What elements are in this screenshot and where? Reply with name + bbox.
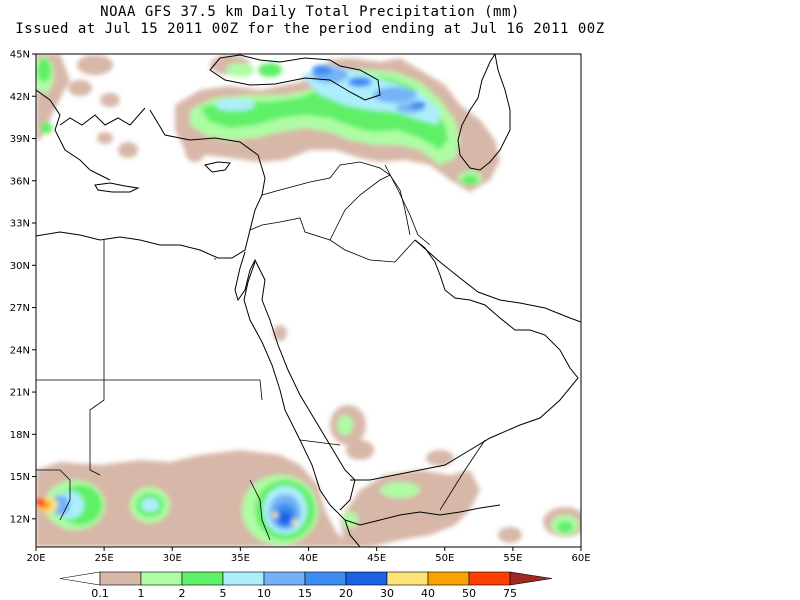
lat-tick-label: 24N xyxy=(10,345,30,356)
legend-label: 15 xyxy=(298,587,312,600)
map-subtitle: Issued at Jul 15 2011 00Z for the period… xyxy=(15,21,605,37)
legend-swatch xyxy=(181,571,224,586)
lon-tick-label: 25E xyxy=(95,553,114,564)
legend-swatch xyxy=(263,571,306,586)
lat-tick-label: 21N xyxy=(10,388,30,399)
lon-tick-label: 60E xyxy=(571,553,590,564)
lon-tick-label: 30E xyxy=(163,553,182,564)
legend-label: 0.1 xyxy=(91,587,109,600)
lon-tick-label: 40E xyxy=(299,553,318,564)
precipitation-legend: 0.1 1 2 5 10 15 20 30 40 50 75 xyxy=(59,571,553,600)
legend-swatch xyxy=(427,571,470,586)
precip-50mm-areas xyxy=(36,498,45,506)
latitude-axis: 45N 42N 39N 36N 33N 30N 27N 24N 21N 18N 15N 12N xyxy=(10,50,36,525)
legend-label: 1 xyxy=(138,587,145,600)
lon-tick-label: 50E xyxy=(435,553,454,564)
legend-swatch xyxy=(222,571,265,586)
legend-label: 10 xyxy=(257,587,271,600)
legend-label: 40 xyxy=(421,587,435,600)
lat-tick-label: 42N xyxy=(10,92,30,103)
legend-label: 20 xyxy=(339,587,353,600)
lon-tick-label: 45E xyxy=(367,553,386,564)
legend-label: 2 xyxy=(179,587,186,600)
precip-20mm-areas xyxy=(279,511,291,525)
legend-swatch xyxy=(304,571,347,586)
lat-tick-label: 45N xyxy=(10,50,30,61)
lat-tick-label: 39N xyxy=(10,134,30,145)
precipitation-field xyxy=(36,54,581,547)
coastlines xyxy=(36,54,581,547)
lat-tick-label: 30N xyxy=(10,261,30,272)
legend-swatch xyxy=(386,571,429,586)
legend-swatch xyxy=(468,571,511,586)
legend-label: 5 xyxy=(220,587,227,600)
legend-swatch xyxy=(345,571,388,586)
map-title: NOAA GFS 37.5 km Daily Total Precipitati… xyxy=(100,4,520,20)
legend-label: 75 xyxy=(503,587,517,600)
legend-swatch xyxy=(99,571,142,586)
lat-tick-label: 27N xyxy=(10,303,30,314)
lon-tick-label: 20E xyxy=(26,553,45,564)
legend-arrow-high xyxy=(509,571,553,586)
lon-tick-label: 35E xyxy=(231,553,250,564)
lon-tick-label: 55E xyxy=(503,553,522,564)
legend-arrow-low xyxy=(59,571,101,586)
longitude-axis: 20E 25E 30E 35E 40E 45E 50E 55E 60E xyxy=(26,547,591,564)
legend-label: 50 xyxy=(462,587,476,600)
lat-tick-label: 12N xyxy=(10,514,30,525)
lat-tick-label: 18N xyxy=(10,430,30,441)
lat-tick-label: 15N xyxy=(10,472,30,483)
legend-swatch xyxy=(140,571,183,586)
legend-label: 30 xyxy=(380,587,394,600)
lat-tick-label: 33N xyxy=(10,219,30,230)
lat-tick-label: 36N xyxy=(10,176,30,187)
country-borders xyxy=(36,161,486,541)
